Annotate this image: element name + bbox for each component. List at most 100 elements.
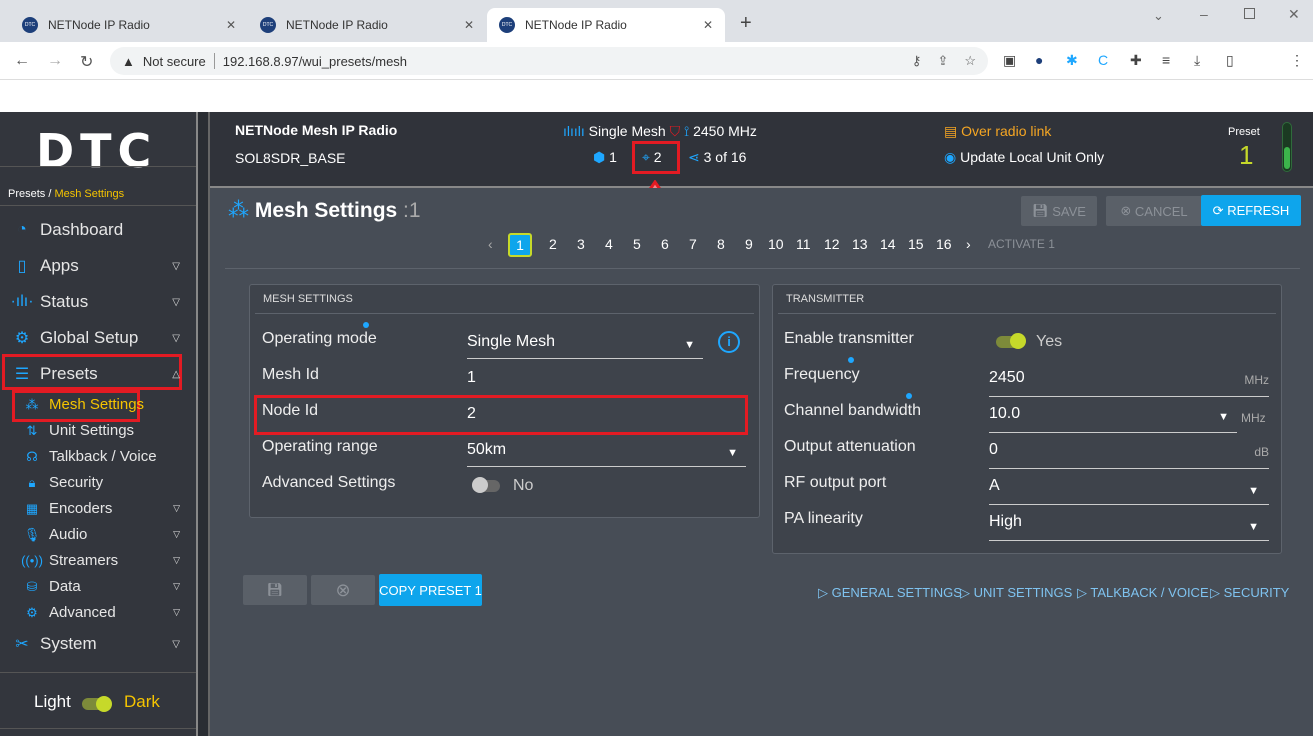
page-15[interactable]: 15 [908, 236, 924, 252]
sidebar-item-status[interactable]: ·ılı· Status ▽ [10, 292, 180, 312]
save-preset-button[interactable]: 💾︎ [243, 575, 307, 605]
refresh-button[interactable]: ⟳ REFRESH [1201, 195, 1301, 226]
tools-icon: ✂ [15, 636, 29, 653]
sidebar-subitem-encoders[interactable]: ▦ Encoders ▽ [20, 500, 180, 517]
channel-bandwidth-select[interactable]: 10.0 ▼ [989, 405, 1237, 433]
sidebar-item-dashboard[interactable]: ◔ Dashboard [10, 220, 180, 240]
back-icon[interactable]: ← [14, 52, 30, 69]
forward-icon[interactable]: → [47, 52, 63, 69]
sidebar-subitem-unit-settings[interactable]: ⇅ Unit Settings [20, 422, 180, 439]
theme-toggle[interactable] [82, 696, 114, 712]
maximize-button[interactable] [1244, 8, 1255, 19]
extension-c-icon[interactable]: C [1098, 52, 1109, 68]
url-text[interactable]: 192.168.8.97/wui_presets/mesh [222, 53, 408, 69]
label: Advanced Settings [262, 474, 396, 491]
download-icon[interactable]: ⤓ [1194, 52, 1201, 68]
menu-icon[interactable]: ⋮ [1290, 52, 1304, 68]
advanced-settings-toggle[interactable] [472, 477, 502, 493]
extensions-puzzle-icon[interactable]: ✚ [1130, 52, 1142, 68]
sidebar-subitem-streamers[interactable]: ((•)) Streamers ▽ [20, 552, 180, 569]
sidebar-subitem-audio[interactable]: 🎙︎ Audio ▽ [20, 526, 180, 543]
extension-icon[interactable]: ▣ [1003, 52, 1017, 68]
sidebar-item-system[interactable]: ✂ System ▽ [10, 634, 180, 654]
extension-snowflake-icon[interactable]: ✱ [1066, 52, 1078, 68]
media-icon[interactable]: ≡ [1162, 52, 1171, 68]
browser-tab[interactable]: DTC NETNode IP Radio ✕ [10, 8, 248, 42]
page-14[interactable]: 14 [880, 236, 896, 252]
page-11[interactable]: 11 [796, 236, 811, 252]
sidebar-scrollbar[interactable] [196, 112, 210, 736]
close-tab-icon[interactable]: ✕ [702, 18, 713, 32]
page-8[interactable]: 8 [717, 236, 725, 252]
activate-button[interactable]: ACTIVATE 1 [988, 237, 1055, 251]
chevron-down-icon: ▽ [172, 296, 180, 308]
label: Operating range [262, 438, 378, 455]
label: Output attenuation [784, 438, 916, 455]
antenna-icon: ⟟ [684, 123, 690, 139]
label: System [40, 634, 97, 653]
sidebar-subitem-talkback[interactable]: ☊ Talkback / Voice [20, 448, 180, 465]
share-icon[interactable]: ⇪ [937, 53, 949, 68]
prev-page-icon[interactable]: ‹ [488, 236, 493, 252]
page-2[interactable]: 2 [549, 236, 557, 252]
bookmark-star-icon[interactable]: ☆ [964, 53, 976, 68]
operating-range-select[interactable]: 50km ▼ [467, 441, 746, 467]
browser-tab[interactable]: DTC NETNode IP Radio ✕ [248, 8, 486, 42]
pa-linearity-select[interactable]: High ▼ [989, 513, 1269, 541]
update-mode[interactable]: Update Local Unit Only [960, 149, 1105, 165]
sidebar-item-presets[interactable]: ☰ Presets △ [10, 364, 180, 384]
omnibox[interactable]: ▲ Not secure 192.168.8.97/wui_presets/me… [110, 47, 988, 75]
cancel-button[interactable]: ⊗ CANCEL [1106, 196, 1202, 226]
page-9[interactable]: 9 [745, 236, 753, 252]
close-window-button[interactable]: ✕ [1288, 6, 1300, 22]
rf-output-port-select[interactable]: A ▼ [989, 477, 1269, 505]
enable-transmitter-toggle[interactable] [996, 333, 1026, 349]
breadcrumb-parent[interactable]: Presets / [8, 188, 55, 200]
lock-icon: 🔒︎ [28, 474, 36, 490]
security-label[interactable]: Not secure [142, 53, 206, 69]
sidebar-subitem-advanced[interactable]: ⚙ Advanced ▽ [20, 604, 180, 621]
close-tab-icon[interactable]: ✕ [225, 18, 236, 32]
link-mode[interactable]: Over radio link [961, 123, 1052, 139]
page-1[interactable]: 1 [508, 233, 532, 257]
extension-bolt-icon[interactable]: ● [1035, 52, 1044, 68]
page-4[interactable]: 4 [605, 236, 613, 252]
page-12[interactable]: 12 [824, 236, 840, 252]
page-6[interactable]: 6 [661, 236, 669, 252]
frequency-input[interactable]: 2450 MHz [989, 369, 1269, 397]
cancel-preset-button[interactable]: ⊗ [311, 575, 375, 605]
label: Mesh Id [262, 366, 319, 383]
minimize-button[interactable]: – [1200, 6, 1208, 22]
page-7[interactable]: 7 [689, 236, 697, 252]
key-icon[interactable]: ⚷ [911, 53, 922, 68]
page-10[interactable]: 10 [768, 236, 784, 252]
side-panel-icon[interactable]: ▯ [1226, 52, 1234, 68]
sidebar-item-apps[interactable]: ▯ Apps ▽ [10, 256, 180, 276]
link-talkback-voice[interactable]: ▷ TALKBACK / VOICE [1077, 585, 1209, 600]
link-security[interactable]: ▷ SECURITY [1210, 585, 1290, 600]
info-icon[interactable]: i [718, 331, 740, 353]
tab-search-icon[interactable]: ⌄ [1153, 8, 1164, 23]
save-button[interactable]: 💾︎ SAVE [1021, 196, 1097, 226]
new-tab-button[interactable]: + [740, 12, 752, 34]
operating-mode-select[interactable]: Single Mesh ▼ [467, 333, 703, 359]
next-page-icon[interactable]: › [966, 236, 971, 252]
sidebar-item-global-setup[interactable]: ⚙ Global Setup ▽ [10, 328, 180, 348]
link-general-settings[interactable]: ▷ GENERAL SETTINGS [818, 585, 962, 600]
sidebar-subitem-data[interactable]: ⛁ Data ▽ [20, 578, 180, 595]
output-attenuation-input[interactable]: 0 dB [989, 441, 1269, 469]
page-13[interactable]: 13 [852, 236, 868, 252]
sidebar-subitem-security[interactable]: 🔒︎ Security [20, 474, 180, 491]
page-5[interactable]: 5 [633, 236, 641, 252]
node-id-input[interactable]: 2 [467, 405, 476, 422]
page-16[interactable]: 16 [936, 236, 952, 252]
sidebar-subitem-mesh-settings[interactable]: ⁂ Mesh Settings [20, 396, 180, 413]
reload-icon[interactable]: ↻ [80, 54, 94, 71]
link-unit-settings[interactable]: ▷ UNIT SETTINGS [960, 585, 1073, 600]
copy-preset-button[interactable]: COPY PRESET 1 [379, 574, 482, 606]
browser-tab-active[interactable]: DTC NETNode IP Radio ✕ [487, 8, 725, 42]
mesh-id-value[interactable]: 1 [467, 369, 476, 386]
page-3[interactable]: 3 [577, 236, 585, 252]
sidebar: DTC Presets / Mesh Settings ◔ Dashboard ▯… [0, 112, 196, 736]
close-tab-icon[interactable]: ✕ [463, 18, 474, 32]
